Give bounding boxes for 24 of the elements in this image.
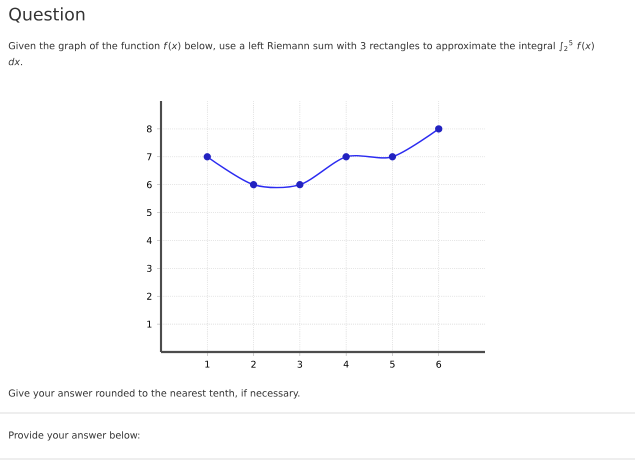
y-tick-label: 3 (147, 264, 152, 272)
y-tick-label: 8 (146, 125, 152, 132)
y-tick-label: 6 (147, 181, 152, 188)
y-tick-label: 7 (147, 153, 152, 160)
x-tick-label: 3 (298, 360, 302, 368)
x-tick-label: 1 (205, 360, 210, 368)
point (435, 125, 442, 133)
x-tick-label: 5 (390, 360, 395, 368)
y-tick-label: 4 (146, 237, 152, 244)
text: Given the graph of the function f(x) below, use a left Riemann sum with 3 rectangles to approximate the integral ∫$_{2}$$^{5}$ f(x) dx. (8, 40, 594, 66)
point (342, 153, 350, 160)
point (250, 181, 258, 188)
y-tick-label: 5 (147, 209, 152, 216)
point (296, 181, 304, 188)
chart-title: Question (9, 7, 84, 23)
x-tick-label: 6 (436, 360, 442, 368)
point (388, 153, 396, 160)
x-tick-label: 4 (344, 360, 349, 368)
y-tick-label: 2 (147, 292, 152, 300)
text: Give your answer rounded to the nearest tenth, if necessary. (8, 389, 300, 399)
point (204, 153, 211, 160)
y-tick-label: 1 (147, 320, 152, 328)
text: Provide your answer below: (9, 431, 140, 441)
x-tick-label: 2 (251, 360, 256, 368)
